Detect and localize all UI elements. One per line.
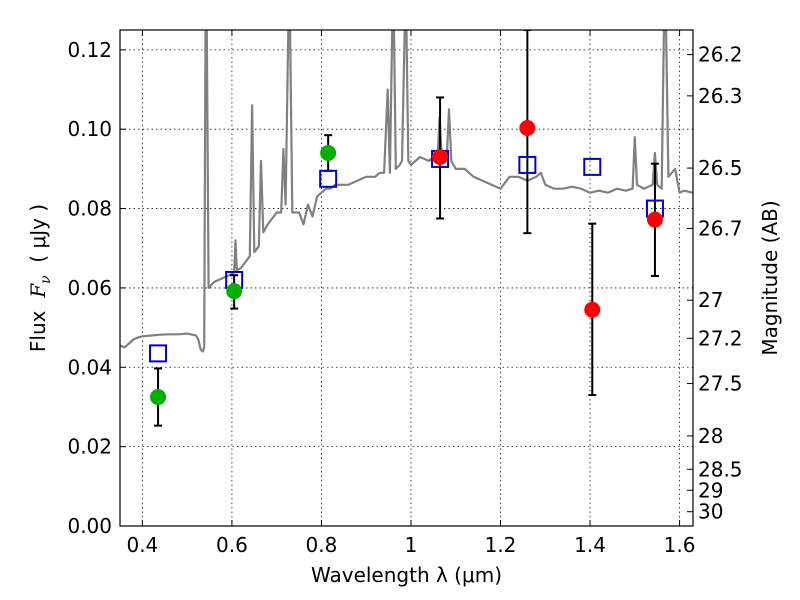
- y-axis-label-symbol: F: [26, 283, 50, 299]
- right-tick-label: 26.5: [698, 156, 743, 180]
- x-tick-label: 1: [405, 533, 418, 557]
- y-tick-label: 0.12: [67, 38, 112, 62]
- right-tick-label: 26.3: [698, 84, 743, 108]
- y-tick-label: 0.10: [67, 117, 112, 141]
- observed-point: [432, 148, 449, 165]
- model-photometry-square: [149, 344, 168, 363]
- right-tick-label: 27.5: [698, 372, 743, 396]
- plot-clip-group: [120, 30, 693, 427]
- x-tick-label: 1.6: [664, 533, 696, 557]
- right-tick-label: 27: [698, 288, 723, 312]
- observed-point: [646, 211, 663, 228]
- y-tick-label: 0.04: [67, 355, 112, 379]
- right-tick-label: 27.2: [698, 326, 743, 350]
- y-tick-label: 0.08: [67, 197, 112, 221]
- y-axis-label: Flux Fν ( μJy ): [26, 204, 54, 352]
- y-axis-label-suffix: ( μJy ): [26, 204, 50, 276]
- plot-area: [120, 30, 693, 427]
- x-tick-label: 0.6: [216, 533, 248, 557]
- model-spectrum-line: [120, 30, 693, 353]
- grid: [120, 30, 693, 527]
- observed-point: [226, 283, 243, 300]
- observed-point: [519, 120, 536, 137]
- model-photometry-square: [319, 169, 338, 188]
- axis-ticks: 0.4 0.6 0.8 1 1.2 1.4 1.6 0.00 0.02 0.04 0.06 0.08 0…: [67, 30, 743, 557]
- x-tick-label: 0.8: [306, 533, 338, 557]
- model-photometry-square: [583, 157, 602, 176]
- y-tick-label: 0.00: [67, 514, 112, 538]
- right-tick-label: 28.5: [698, 457, 743, 481]
- right-tick-label: 28: [698, 424, 723, 448]
- right-tick-label: 26.7: [698, 216, 743, 240]
- right-tick-label: 26.2: [698, 43, 743, 67]
- x-tick-label: 1.2: [485, 533, 517, 557]
- x-tick-label: 1.4: [574, 533, 606, 557]
- y-axis-label-subscript: ν: [38, 275, 54, 284]
- right-axis-label: Magnitude (AB): [758, 200, 782, 355]
- right-tick-label: 30: [698, 500, 723, 524]
- observed-point: [150, 389, 167, 406]
- model-photometry-square: [518, 155, 537, 174]
- plot-frame: [119, 29, 694, 527]
- x-tick-label: 0.4: [126, 533, 158, 557]
- y-axis-label-prefix: Flux: [26, 298, 50, 352]
- observed-point: [320, 145, 337, 162]
- observed-point: [584, 301, 601, 318]
- y-tick-label: 0.06: [67, 276, 112, 300]
- right-tick-label: 29: [698, 478, 723, 502]
- x-axis-label: Wavelength λ (μm): [311, 563, 502, 587]
- y-tick-label: 0.02: [67, 435, 112, 459]
